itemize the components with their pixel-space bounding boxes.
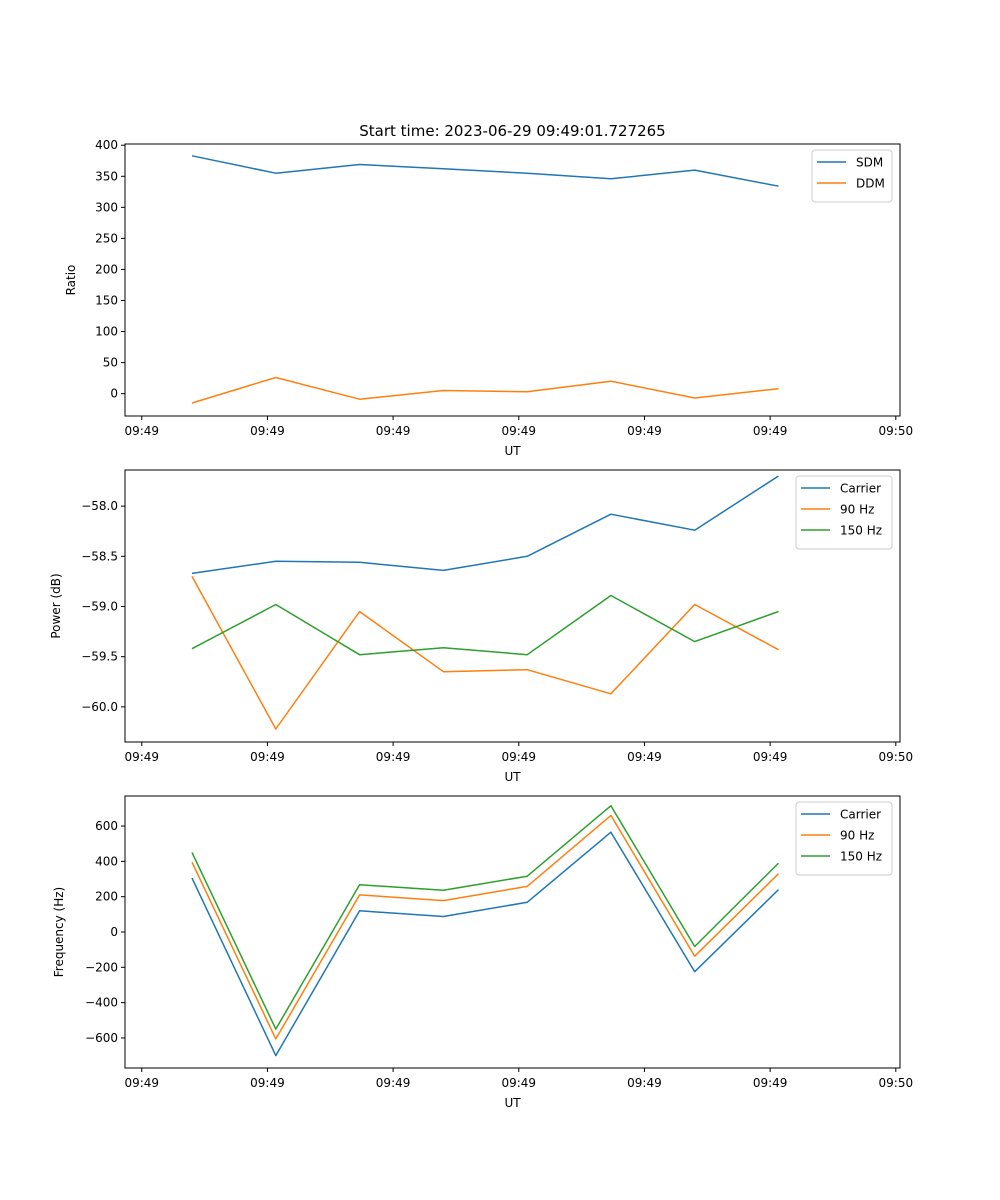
x-tick-label: 09:49 xyxy=(627,1076,662,1090)
y-tick-label: −59.5 xyxy=(81,650,118,664)
legend: Carrier 90 Hz 150 Hz xyxy=(795,801,893,876)
series-line-150-hz xyxy=(191,594,779,656)
y-tick-label: 400 xyxy=(95,854,118,868)
y-axis-label: Frequency (Hz) xyxy=(52,887,66,978)
y-tick-label: −58.5 xyxy=(81,549,118,563)
legend-label: 150 Hz xyxy=(840,524,882,538)
series-line-90-hz xyxy=(191,576,779,730)
series-line-carrier xyxy=(191,831,780,1057)
y-tick-label: 200 xyxy=(95,262,118,276)
series-line-150-hz xyxy=(191,804,780,1030)
legend-label: 150 Hz xyxy=(840,850,882,864)
x-tick-label: 09:49 xyxy=(753,1076,788,1090)
x-tick-label: 09:49 xyxy=(124,750,159,764)
legend: Carrier 90 Hz 150 Hz xyxy=(795,475,893,550)
series-line-carrier xyxy=(191,475,779,575)
axes-frame xyxy=(124,795,901,1069)
y-tick-label: 300 xyxy=(95,200,118,214)
y-tick-label: 0 xyxy=(110,925,118,939)
series-line-sdm xyxy=(191,155,779,187)
series-line-ddm xyxy=(191,376,779,404)
x-tick-label: 09:50 xyxy=(879,424,914,438)
x-tick-label: 09:49 xyxy=(376,1076,411,1090)
x-tick-label: 09:50 xyxy=(879,750,914,764)
x-tick-label: 09:49 xyxy=(376,750,411,764)
y-tick-label: 150 xyxy=(95,293,118,307)
y-tick-label: 600 xyxy=(95,819,118,833)
x-tick-label: 09:49 xyxy=(501,750,536,764)
y-tick-label: 200 xyxy=(95,890,118,904)
chart-panel-3: 09:49 09:49 09:49 09:49 09:49 09:49 09:50 −600 −… xyxy=(52,795,914,1110)
x-tick-label: 09:49 xyxy=(753,424,788,438)
legend: SDM DDM xyxy=(811,149,893,203)
x-tick-label: 09:49 xyxy=(753,750,788,764)
x-tick-label: 09:49 xyxy=(124,1076,159,1090)
x-tick-label: 09:49 xyxy=(376,424,411,438)
legend-label: DDM xyxy=(856,177,885,191)
x-tick-label: 09:49 xyxy=(501,1076,536,1090)
y-tick-label: −200 xyxy=(85,960,118,974)
legend-label: Carrier xyxy=(840,808,881,822)
chart-title: Start time: 2023-06-29 09:49:01.727265 xyxy=(359,122,665,140)
legend-label: 90 Hz xyxy=(840,829,874,843)
x-axis-label: UT xyxy=(504,1096,521,1110)
y-tick-label: 50 xyxy=(103,356,118,370)
y-tick-label: −600 xyxy=(85,1031,118,1045)
x-axis-label: UT xyxy=(504,444,521,458)
series-line-90-hz xyxy=(191,814,780,1040)
y-axis-label: Power (dB) xyxy=(49,573,63,638)
axes-frame xyxy=(124,469,901,743)
legend-box xyxy=(811,149,893,203)
chart-panel-2: 09:49 09:49 09:49 09:49 09:49 09:49 09:50 −60.0… xyxy=(49,469,914,784)
x-tick-label: 09:49 xyxy=(124,424,159,438)
y-tick-label: −59.0 xyxy=(81,600,118,614)
chart-panel-1: Start time: 2023-06-29 09:49:01.727265 09… xyxy=(64,122,913,458)
x-tick-label: 09:49 xyxy=(250,1076,285,1090)
y-tick-label: 100 xyxy=(95,325,118,339)
y-tick-label: 350 xyxy=(95,169,118,183)
y-tick-label: 0 xyxy=(110,387,118,401)
y-axis-label: Ratio xyxy=(64,265,78,296)
legend-label: Carrier xyxy=(840,482,881,496)
axes-frame xyxy=(124,143,901,417)
y-tick-label: −58.0 xyxy=(81,499,118,513)
legend-label: 90 Hz xyxy=(840,503,874,517)
y-tick-label: −400 xyxy=(85,996,118,1010)
x-tick-label: 09:49 xyxy=(627,750,662,764)
x-axis-label: UT xyxy=(504,770,521,784)
x-tick-label: 09:50 xyxy=(879,1076,914,1090)
y-tick-label: 250 xyxy=(95,231,118,245)
x-tick-label: 09:49 xyxy=(501,424,536,438)
y-tick-label: 400 xyxy=(95,138,118,152)
x-tick-label: 09:49 xyxy=(627,424,662,438)
x-tick-label: 09:49 xyxy=(250,424,285,438)
y-tick-label: −60.0 xyxy=(81,700,118,714)
legend-label: SDM xyxy=(856,156,883,170)
x-tick-label: 09:49 xyxy=(250,750,285,764)
